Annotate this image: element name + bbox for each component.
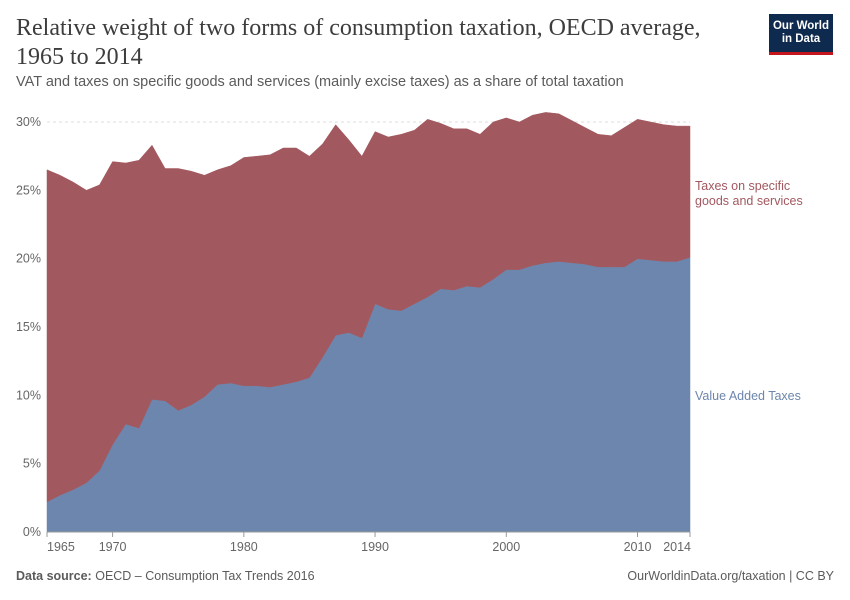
x-tick-label: 1970 (99, 540, 127, 554)
source-link[interactable]: OurWorldinData.org/taxation | CC BY (627, 569, 834, 583)
series-label-specific-line-2: goods and services (695, 194, 803, 208)
data-source: Data source: OECD – Consumption Tax Tren… (16, 569, 315, 583)
y-tick-label: 10% (16, 388, 41, 402)
axes: 0% 5% 10% 15% 20% 25% 30% 1965 1970 1980 1990 2000 2… (16, 115, 691, 554)
area-taxes-on-specific-goods (46, 112, 691, 503)
series-label-vat: Value Added Taxes (695, 389, 801, 403)
series-label-specific-line-1: Taxes on specific (695, 179, 790, 193)
y-tick-label: 0% (23, 525, 41, 539)
x-tick-label: 1980 (230, 540, 258, 554)
owid-logo[interactable]: Our World in Data (769, 14, 833, 55)
x-tick-label: 2014 (663, 540, 691, 554)
x-tick-label: 1965 (47, 540, 75, 554)
y-tick-label: 15% (16, 320, 41, 334)
y-tick-label: 20% (16, 252, 41, 266)
y-tick-label: 30% (16, 115, 41, 129)
logo-line-2: in Data (781, 33, 821, 45)
logo-line-1: Our World (772, 20, 829, 32)
data-source-label: Data source: (16, 569, 92, 583)
y-tick-label: 25% (16, 183, 41, 197)
x-tick-label: 2010 (624, 540, 652, 554)
x-tick-label: 1990 (361, 540, 389, 554)
data-source-text: OECD – Consumption Tax Trends 2016 (95, 569, 315, 583)
x-tick-label: 2000 (492, 540, 520, 554)
chart-title: Relative weight of two forms of consumpt… (16, 15, 701, 70)
y-tick-label: 5% (23, 457, 41, 471)
area-series (46, 112, 691, 533)
chart-subtitle: VAT and taxes on specific goods and serv… (16, 74, 624, 90)
